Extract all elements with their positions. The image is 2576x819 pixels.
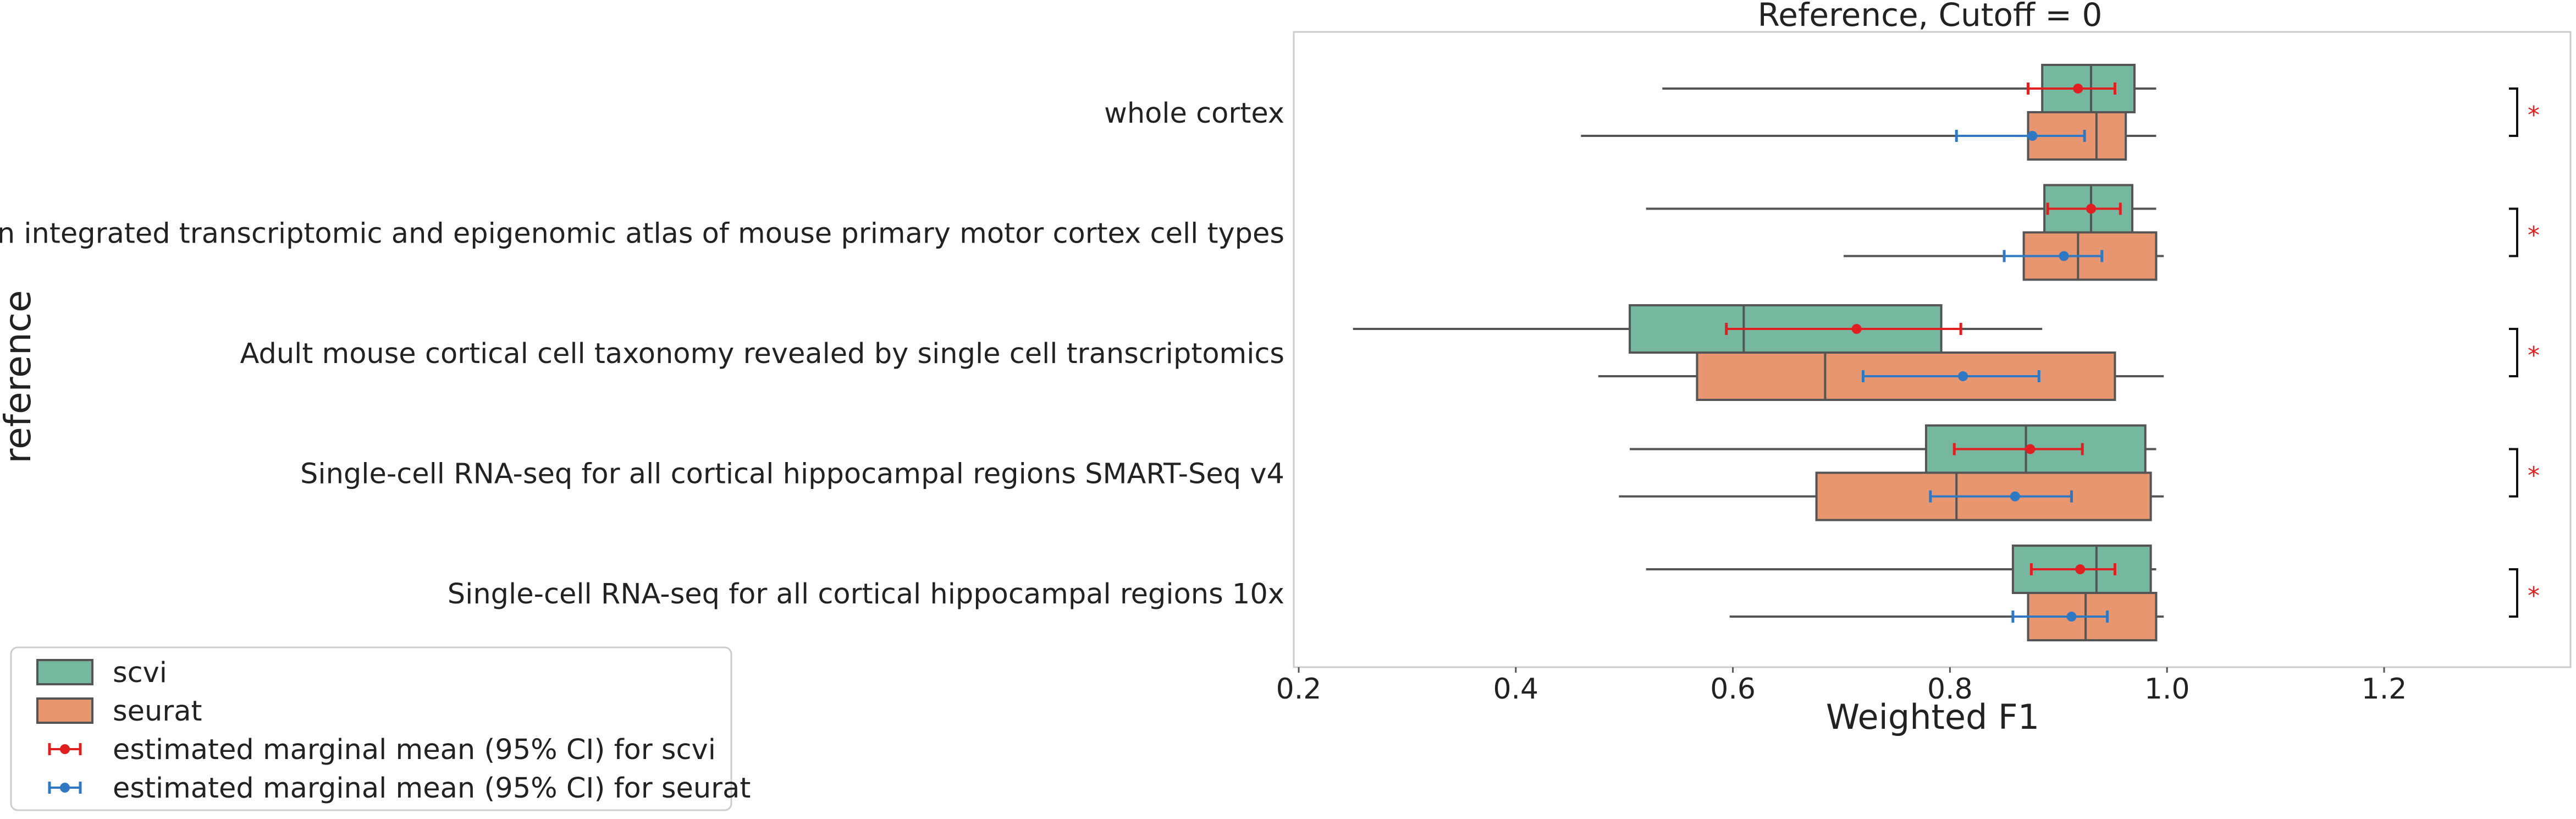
- mean-point: [2027, 131, 2038, 141]
- mean-point: [1851, 324, 1862, 334]
- legend-label: seurat: [113, 695, 202, 728]
- significance-star: *: [2528, 582, 2540, 610]
- category-label: An integrated transcriptomic and epigeno…: [0, 218, 1284, 250]
- category-label: Adult mouse cortical cell taxonomy revea…: [240, 338, 1284, 370]
- significance-bracket: [2509, 207, 2518, 257]
- legend-swatch-scvi: [36, 659, 93, 685]
- legend: scvi seurat estimated marginal mean (95% C…: [10, 646, 751, 811]
- x-tick-label: 0.2: [1276, 673, 1322, 706]
- mean-point: [2075, 564, 2086, 574]
- x-tick-label: 1.2: [2362, 673, 2407, 706]
- mean-point: [2066, 612, 2077, 622]
- category-label: Single-cell RNA-seq for all cortical hip…: [300, 458, 1284, 491]
- category-label: whole cortex: [1104, 97, 1284, 130]
- mean-point: [2086, 204, 2097, 214]
- significance-star: *: [2528, 462, 2540, 490]
- category-label: Single-cell RNA-seq for all cortical hip…: [448, 578, 1284, 611]
- significance-star: *: [2528, 222, 2540, 250]
- legend-swatch-seurat: [36, 697, 93, 724]
- x-tick-label: 0.4: [1493, 673, 1538, 706]
- significance-star: *: [2528, 342, 2540, 370]
- x-tick-label: 0.8: [1927, 673, 1973, 706]
- x-axis-label: Weighted F1: [1826, 697, 2039, 737]
- legend-frame: [10, 646, 732, 811]
- mean-point: [1958, 371, 1968, 381]
- mean-point: [2010, 491, 2020, 502]
- x-axis-ticks: 0.2 0.4 0.6 0.8 1.0 1.2: [1276, 667, 2407, 706]
- significance-bracket: [2509, 568, 2518, 618]
- significance-star: *: [2528, 101, 2540, 129]
- y-axis-label: reference: [0, 290, 39, 463]
- chart-marks: * * * * *: [1353, 64, 2540, 641]
- mean-point: [2073, 84, 2083, 94]
- legend-label: scvi: [113, 657, 167, 689]
- significance-bracket: [2509, 328, 2518, 377]
- category-labels: whole cortex An integrated transcriptomic…: [0, 97, 1284, 611]
- x-tick-label: 1.0: [2144, 673, 2190, 706]
- chart-title: Reference, Cutoff = 0: [1758, 0, 2103, 34]
- mean-point: [2025, 444, 2036, 454]
- legend-mean-point: [60, 744, 70, 754]
- significance-bracket: [2509, 448, 2518, 498]
- legend-label: estimated marginal mean (95% CI) for seu…: [113, 772, 751, 805]
- legend-label: estimated marginal mean (95% CI) for scv…: [113, 734, 716, 766]
- x-tick-label: 0.6: [1710, 673, 1756, 706]
- mean-point: [2059, 251, 2069, 261]
- legend-mean-point: [60, 783, 70, 793]
- significance-bracket: [2509, 87, 2518, 137]
- plot-frame: [1293, 31, 2572, 668]
